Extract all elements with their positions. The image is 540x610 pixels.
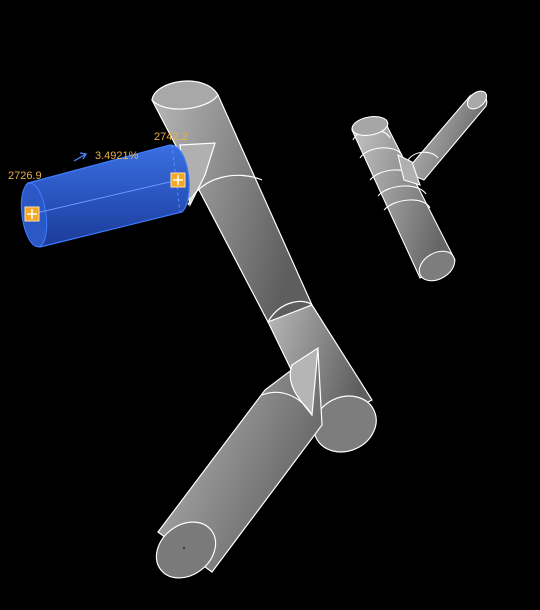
selected-pipe-end-guide [171,144,181,213]
small-tee-fitting[interactable] [397,153,421,186]
main-pipe-bottom-cap [313,395,377,453]
small-pipe-ring-4 [377,185,427,197]
main-pipe-joint-ring [267,300,313,323]
start-elevation-label[interactable]: 2726.9 [8,170,42,182]
small-pipe-top-cap [351,116,389,136]
branch-pipe-end-cap [155,521,217,579]
branch-pipe-lower[interactable] [145,346,323,589]
main-pipe-top-cap [151,80,219,110]
end-cap-center-dot [183,547,185,549]
grip-start[interactable] [24,206,40,222]
small-pipe-assembly[interactable] [351,88,490,287]
slope-label[interactable]: 3.4921% [95,150,139,162]
small-pipe-bottom-cap [418,250,456,282]
end-elevation-label[interactable]: 2742.2 [154,131,188,143]
small-pipe-ring-2 [359,147,403,159]
wye-joint-ring [261,391,313,416]
main-pipe[interactable] [151,80,385,462]
small-pipe-ring-6 [407,151,439,161]
slope-arrow-icon [73,152,88,162]
small-branch-end-cap [466,90,488,110]
selected-pipe-centerline [31,179,179,215]
grip-end[interactable] [170,172,186,188]
small-pipe-ring-5 [383,199,431,211]
